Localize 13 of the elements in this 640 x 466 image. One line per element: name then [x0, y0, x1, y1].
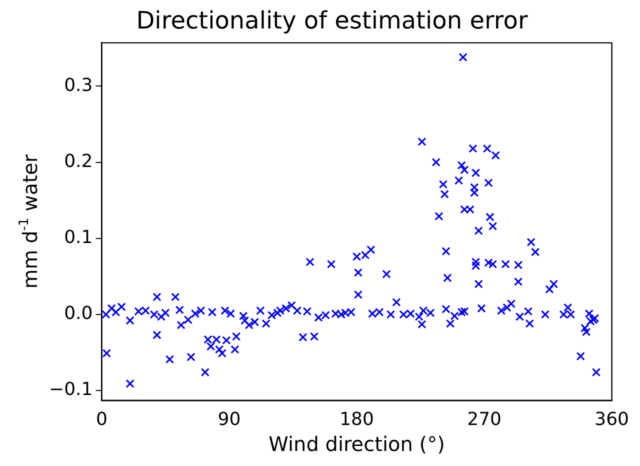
- y-axis-title: mm d-1 water: [17, 154, 42, 289]
- x-tick-label: 90: [218, 408, 241, 430]
- y-tick-label: 0.0: [64, 303, 93, 324]
- y-tick-label: 0.2: [64, 150, 93, 172]
- y-tick-label: −0.1: [48, 379, 93, 400]
- x-tick-label: 270: [467, 408, 502, 430]
- x-tick-label: 0: [96, 408, 108, 430]
- x-axis-title: Wind direction (°): [268, 432, 445, 456]
- x-tick-label: 180: [340, 408, 374, 430]
- chart-title: Directionality of estimation error: [136, 6, 528, 35]
- x-tick-label: 360: [594, 408, 629, 430]
- y-tick-label: 0.3: [64, 74, 93, 96]
- y-tick-label: 0.1: [64, 227, 93, 248]
